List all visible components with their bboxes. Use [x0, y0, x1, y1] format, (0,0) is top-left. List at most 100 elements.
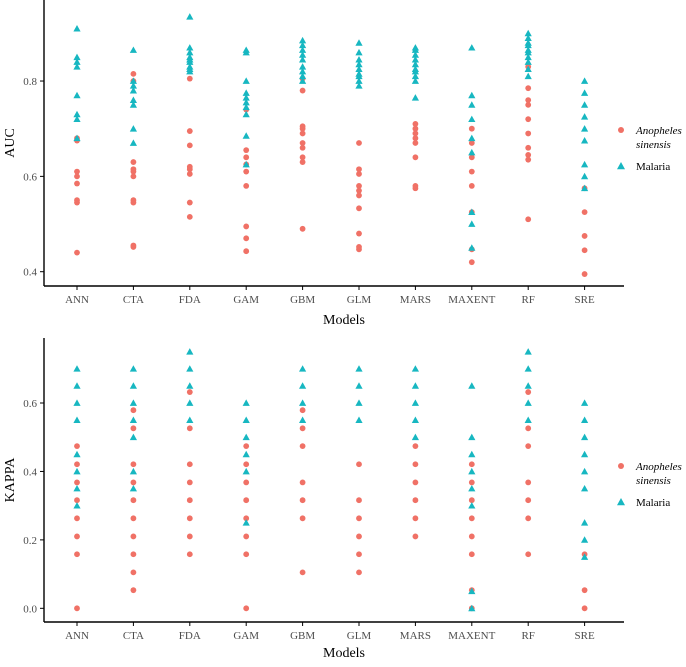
kappa-point-anopheles-sinensis-maxent	[468, 533, 475, 540]
kappa-point-anopheles-sinensis-glm	[356, 533, 362, 540]
kappa-point-anopheles-sinensis-gbm	[299, 479, 306, 486]
kappa-y-axis-title: KAPPA	[3, 457, 18, 503]
kappa-x-tick-label-gam: GAM	[233, 630, 259, 642]
kappa-point-anopheles-sinensis-sre	[581, 587, 588, 594]
kappa-point-malaria-sre	[581, 467, 589, 475]
auc-point-malaria-maxent	[468, 101, 476, 108]
kappa-point-anopheles-sinensis-rf	[525, 551, 532, 558]
auc-point-anopheles-sinensis-gbm	[299, 225, 306, 232]
kappa-x-axis-title: Models	[323, 646, 365, 661]
auc-point-anopheles-sinensis-gbm	[299, 140, 306, 146]
kappa-point-malaria-mars	[411, 399, 419, 406]
kappa-x-tick-label-glm: GLM	[347, 630, 372, 642]
auc-x-tick-label-maxent: MAXENT	[448, 294, 495, 306]
auc-point-malaria-fda	[186, 44, 194, 51]
kappa-point-anopheles-sinensis-rf	[525, 497, 532, 504]
auc-x-tick-label-gam: GAM	[233, 294, 259, 306]
auc-point-malaria-rf	[524, 72, 532, 80]
auc-point-malaria-maxent	[468, 91, 476, 99]
kappa-legend-key-anopheles-sinensis	[618, 463, 624, 469]
kappa-point-malaria-maxent	[468, 502, 476, 509]
kappa-point-anopheles-sinensis-glm	[356, 461, 362, 468]
kappa-point-anopheles-sinensis-cta	[130, 515, 137, 522]
auc-legend-key-anopheles-sinensis	[618, 127, 624, 133]
auc-point-anopheles-sinensis-glm	[356, 205, 362, 212]
auc-point-malaria-rf	[524, 34, 532, 42]
auc-point-malaria-maxent	[468, 220, 476, 227]
auc-point-malaria-ann	[73, 134, 81, 142]
auc-x-tick-label-ann: ANN	[65, 294, 89, 306]
kappa-y-tick-label: 0.6	[23, 398, 37, 410]
auc-x-tick-label-gbm: GBM	[290, 294, 315, 306]
auc-legend: Anopheles sinensis Malaria	[617, 125, 682, 173]
auc-point-malaria-rf	[524, 29, 532, 37]
kappa-x-tick-label-rf: RF	[521, 630, 534, 642]
kappa-point-anopheles-sinensis-cta	[130, 533, 137, 540]
kappa-point-malaria-gbm	[299, 416, 307, 424]
kappa-point-anopheles-sinensis-gam	[243, 515, 250, 522]
auc-legend-label-malaria: Malaria	[636, 161, 670, 173]
auc-point-malaria-mars	[411, 60, 419, 68]
kappa-point-malaria-maxent	[468, 450, 476, 458]
auc-legend-label-anopheles-sinensis: Anopheles sinensis	[635, 125, 682, 151]
kappa-point-malaria-fda	[186, 416, 194, 424]
auc-point-malaria-gam	[242, 46, 250, 53]
kappa-point-malaria-cta	[129, 365, 137, 372]
kappa-x-tick-label-fda: FDA	[179, 630, 201, 642]
kappa-point-anopheles-sinensis-maxent	[468, 479, 475, 486]
auc-point-malaria-ann	[73, 91, 81, 99]
kappa-point-anopheles-sinensis-gbm	[299, 515, 306, 522]
kappa-point-anopheles-sinensis-sre	[581, 605, 588, 612]
auc-point-anopheles-sinensis-rf	[525, 130, 532, 137]
auc-x-axis-title: Models	[323, 313, 365, 328]
auc-point-malaria-gbm	[299, 67, 307, 75]
kappa-x-tick-label-sre: SRE	[575, 630, 595, 642]
kappa-legend-label-malaria: Malaria	[636, 497, 670, 509]
auc-point-malaria-ann	[73, 53, 81, 61]
kappa-point-anopheles-sinensis-maxent	[468, 461, 475, 468]
kappa-point-malaria-glm	[355, 382, 363, 389]
auc-point-malaria-rf	[524, 53, 532, 61]
kappa-point-anopheles-sinensis-mars	[412, 443, 419, 450]
kappa-point-malaria-gam	[242, 519, 250, 526]
auc-point-anopheles-sinensis-rf	[525, 156, 532, 163]
auc-point-anopheles-sinensis-fda	[186, 163, 193, 170]
auc-point-malaria-cta	[129, 96, 137, 103]
auc-point-anopheles-sinensis-glm	[356, 230, 362, 237]
kappa-point-anopheles-sinensis-fda	[186, 497, 193, 504]
kappa-point-malaria-cta	[129, 484, 137, 492]
auc-point-malaria-cta	[129, 77, 137, 84]
auc-point-malaria-gbm	[299, 36, 307, 44]
auc-point-malaria-gam	[242, 103, 250, 111]
kappa-point-malaria-gbm	[299, 365, 307, 372]
kappa-point-anopheles-sinensis-gbm	[299, 569, 306, 576]
auc-point-malaria-ann	[73, 63, 81, 70]
auc-point-anopheles-sinensis-ann	[74, 180, 80, 187]
kappa-point-malaria-ann	[73, 416, 81, 424]
auc-point-anopheles-sinensis-maxent	[468, 125, 475, 132]
auc-y-tick-label: 0.8	[23, 76, 37, 88]
kappa-x-tick-label-gbm: GBM	[290, 630, 315, 642]
auc-point-malaria-mars	[411, 55, 419, 63]
auc-point-malaria-gam	[242, 94, 250, 101]
auc-point-anopheles-sinensis-mars	[412, 140, 419, 146]
kappa-point-malaria-cta	[129, 467, 137, 475]
kappa-point-anopheles-sinensis-ann	[74, 533, 80, 540]
kappa-point-anopheles-sinensis-gbm	[299, 407, 306, 414]
auc-point-anopheles-sinensis-fda	[186, 75, 193, 82]
auc-point-anopheles-sinensis-fda	[186, 142, 193, 149]
auc-x-tick-label-cta: CTA	[123, 294, 144, 306]
auc-point-anopheles-sinensis-ann	[74, 197, 80, 204]
kappa-point-malaria-sre	[581, 519, 589, 526]
auc-point-malaria-glm	[355, 39, 363, 46]
kappa-legend-label-anopheles-sinensis: Anopheles sinensis	[635, 461, 682, 487]
auc-point-anopheles-sinensis-maxent	[468, 154, 475, 161]
kappa-x-tick-label-ann: ANN	[65, 630, 89, 642]
auc-point-malaria-glm	[355, 60, 363, 68]
kappa-point-anopheles-sinensis-gam	[243, 497, 250, 504]
auc-point-malaria-sre	[581, 89, 589, 96]
kappa-point-anopheles-sinensis-cta	[130, 425, 137, 432]
kappa-point-anopheles-sinensis-rf	[525, 515, 532, 522]
kappa-point-malaria-sre	[581, 433, 589, 441]
